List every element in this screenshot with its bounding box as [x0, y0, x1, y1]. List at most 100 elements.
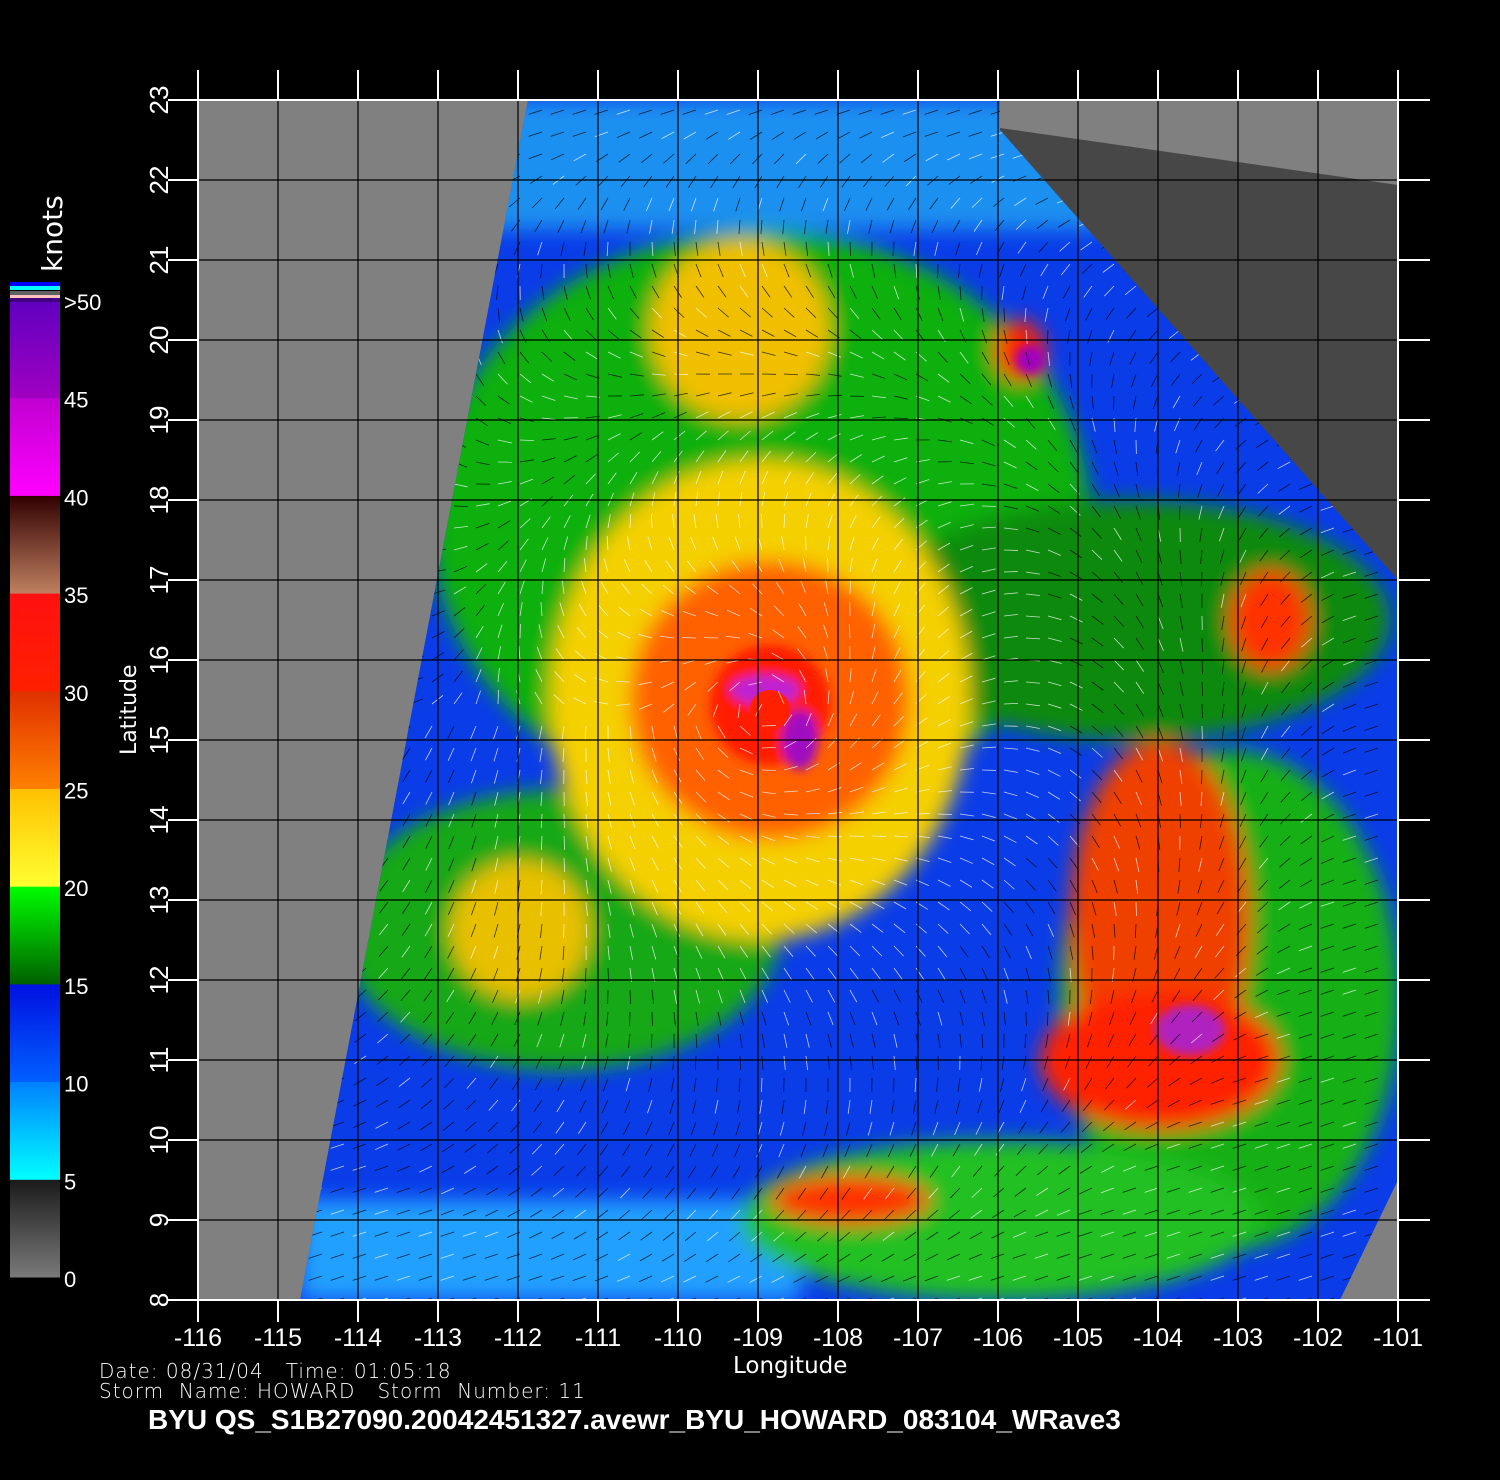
wind-vector	[585, 857, 589, 872]
wind-vector	[619, 1187, 631, 1199]
wind-vector	[1364, 1187, 1379, 1193]
wind-vector	[761, 725, 777, 727]
wind-vector	[673, 747, 681, 761]
wind-vector	[596, 1209, 609, 1219]
wind-vector	[827, 263, 833, 278]
wind-vector	[623, 197, 631, 211]
wind-vector	[541, 537, 549, 551]
wind-vector	[800, 580, 807, 595]
wind-vector	[540, 901, 543, 916]
wind-vector	[978, 1077, 983, 1092]
wind-vector	[607, 307, 617, 320]
wind-vector	[865, 197, 873, 211]
wind-vector	[585, 329, 597, 341]
wind-vector	[864, 1165, 873, 1179]
wind-vector	[893, 1055, 896, 1070]
wind-vector	[1232, 1143, 1247, 1149]
wind-vector	[1213, 395, 1225, 406]
wind-vector	[624, 1099, 631, 1114]
wind-vector	[585, 791, 588, 806]
wind-vector	[783, 351, 798, 357]
wind-vector	[981, 633, 996, 639]
wind-vector	[497, 307, 500, 322]
wind-vector	[1078, 1297, 1093, 1300]
wind-vector	[646, 197, 653, 211]
wind-vector	[1299, 505, 1313, 513]
wind-vector	[1168, 329, 1181, 340]
wind-vector	[629, 879, 635, 894]
wind-vector	[805, 285, 814, 298]
wind-vector	[651, 1011, 653, 1027]
wind-vector	[937, 650, 949, 661]
wind-vector	[330, 1297, 345, 1300]
wind-vector	[1170, 351, 1181, 363]
wind-vector	[1135, 879, 1139, 894]
wind-vector	[607, 813, 612, 828]
wind-vector	[695, 1055, 697, 1071]
wind-vector	[793, 131, 807, 140]
wind-vector	[717, 989, 723, 1004]
wind-vector	[717, 923, 727, 936]
wind-vector	[493, 725, 499, 740]
wind-vector	[493, 769, 499, 784]
wind-vector	[902, 109, 917, 115]
wind-vector	[713, 1121, 719, 1136]
wind-vector	[1152, 967, 1159, 982]
wind-vector	[1281, 703, 1291, 716]
wind-vector	[711, 1143, 719, 1157]
wind-vector	[1047, 571, 1062, 578]
wind-vector	[783, 766, 798, 771]
wind-vector	[453, 586, 467, 595]
wind-vector	[1127, 1055, 1137, 1068]
wind-vector	[1025, 879, 1036, 891]
wind-vector	[519, 351, 530, 364]
wind-vector	[1232, 1209, 1247, 1215]
wind-vector	[354, 1033, 367, 1043]
wind-vector	[1342, 901, 1357, 907]
wind-vector	[739, 351, 754, 356]
wind-vector	[1276, 1077, 1291, 1083]
wind-vector	[1364, 1011, 1379, 1017]
wind-vector	[793, 1275, 807, 1283]
wind-vector	[1298, 1165, 1313, 1171]
wind-vector	[1144, 1253, 1159, 1259]
wind-vector	[572, 1297, 587, 1300]
wind-vector	[952, 1143, 961, 1157]
wind-vector	[1047, 461, 1059, 473]
y-tick-label: 16	[144, 646, 174, 675]
wind-vector	[1157, 593, 1164, 608]
wind-vector	[1069, 615, 1083, 623]
wind-vector	[972, 1165, 983, 1178]
wind-vector	[1025, 725, 1040, 729]
wind-vector	[377, 989, 389, 1001]
wind-vector	[777, 691, 785, 705]
wind-vector	[1122, 1297, 1137, 1300]
wind-vector	[717, 747, 729, 758]
wind-vector	[981, 461, 996, 467]
wind-vector	[528, 109, 543, 115]
wind-vector	[484, 1297, 499, 1300]
wind-vector	[651, 285, 660, 299]
wind-vector	[1091, 857, 1099, 871]
wind-vector	[607, 923, 611, 938]
wind-vector	[578, 1121, 587, 1134]
wind-vector	[594, 1297, 609, 1300]
wind-vector	[497, 417, 511, 424]
wind-vector	[651, 857, 659, 871]
wind-vector	[968, 1253, 983, 1260]
wind-vector	[849, 351, 863, 359]
wind-vector	[453, 505, 469, 508]
wind-vector	[1056, 1275, 1071, 1281]
wind-vector	[929, 1165, 939, 1178]
wind-vector	[580, 1077, 587, 1092]
wind-vector	[1188, 1297, 1203, 1300]
wind-vector	[1132, 395, 1137, 410]
wind-vector	[1300, 571, 1313, 581]
x-tick-label: -102	[1292, 1324, 1344, 1352]
wind-vector	[977, 1099, 983, 1114]
wind-vector	[1255, 967, 1269, 976]
wind-vector	[1091, 769, 1103, 781]
wind-vector	[981, 879, 994, 889]
wind-vector	[924, 1275, 939, 1282]
wind-vector	[453, 607, 466, 617]
